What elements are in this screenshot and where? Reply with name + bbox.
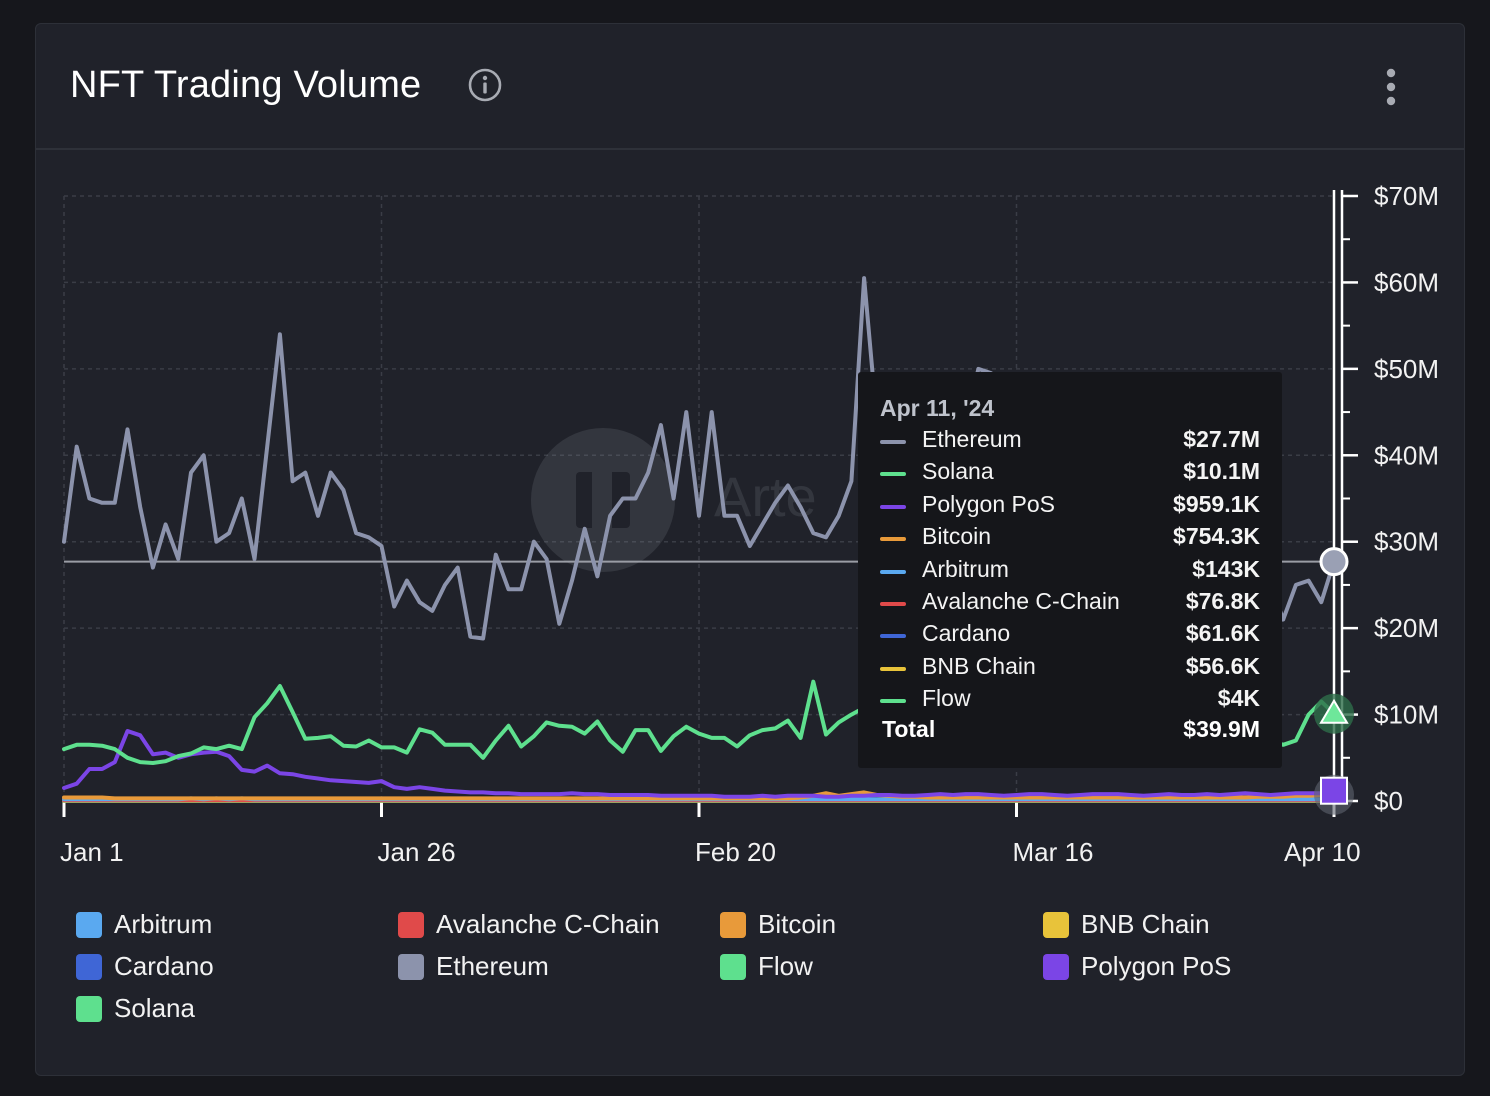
x-tick-label: Jan 26 [378, 837, 456, 867]
tooltip-series-swatch [880, 537, 906, 542]
legend-swatch [76, 953, 102, 980]
tooltip-total-value: $39.9M [1183, 716, 1260, 742]
tooltip-series-swatch [880, 504, 906, 509]
marker-solana [1319, 698, 1349, 724]
tooltip-series-name: Avalanche C-Chain [922, 588, 1120, 614]
x-tick-label: Feb 20 [695, 837, 776, 867]
tooltip-series-name: Solana [922, 458, 994, 485]
tooltip-series-swatch [880, 699, 906, 704]
legend-label: Flow [758, 951, 813, 981]
tooltip-row: Avalanche C-Chain $76.8K [880, 588, 1260, 618]
tooltip-row: Flow $4K [880, 685, 1260, 715]
tooltip-series-name: BNB Chain [922, 652, 1036, 679]
card-header: NFT Trading Volume [36, 24, 1464, 150]
tooltip-series-value: $61.6K [1185, 620, 1260, 647]
tooltip-series-name: Flow [922, 685, 971, 712]
legend-swatch [398, 911, 424, 938]
artemis-watermark-logo: Arte [531, 428, 817, 572]
legend-item-arbitrum[interactable]: Arbitrum [76, 909, 212, 940]
tooltip-series-name: Arbitrum [922, 555, 1009, 582]
tooltip-series-swatch [880, 666, 906, 671]
legend-swatch [720, 911, 746, 938]
tooltip-series-value: $959.1K [1173, 490, 1260, 517]
tooltip-series-value: $754.3K [1173, 523, 1260, 550]
x-tick-label: Apr 10 [1284, 837, 1361, 867]
tooltip-series-swatch [880, 634, 906, 639]
y-tick-label: $20M [1374, 613, 1439, 643]
legend-swatch [720, 953, 746, 980]
legend-item-bnb-chain[interactable]: BNB Chain [1043, 909, 1210, 940]
legend-label: Polygon PoS [1081, 951, 1232, 981]
tooltip-row: Bitcoin $754.3K [880, 523, 1260, 553]
legend-label: Ethereum [436, 951, 549, 981]
tooltip-series-name: Ethereum [922, 426, 1022, 452]
y-tick-label: $60M [1374, 267, 1439, 297]
legend-swatch [1043, 953, 1069, 980]
tooltip: Apr 11, '24 Ethereum $27.7M Solana $10.1M Po… [858, 372, 1282, 768]
tooltip-series-swatch [880, 440, 906, 444]
legend-item-bitcoin[interactable]: Bitcoin [720, 909, 836, 940]
tooltip-row: BNB Chain $56.6K [880, 653, 1260, 683]
legend-label: Bitcoin [758, 909, 837, 939]
tooltip-row: Polygon PoS $959.1K [880, 491, 1260, 521]
y-tick-label: $0 [1374, 786, 1403, 816]
tooltip-series-name: Polygon PoS [922, 490, 1055, 517]
legend-swatch [1043, 911, 1069, 938]
tooltip-row: Arbitrum $143K [880, 556, 1260, 586]
tooltip-series-value: $4K [1217, 685, 1260, 712]
legend-item-polygon-pos[interactable]: Polygon PoS [1043, 951, 1231, 982]
tooltip-total-label: Total [882, 716, 936, 742]
x-tick-label: Jan 1 [60, 837, 124, 867]
legend-item-flow[interactable]: Flow [720, 951, 813, 982]
legend-item-avalanche-c-chain[interactable]: Avalanche C-Chain [398, 909, 660, 940]
legend-label: Solana [114, 993, 195, 1023]
info-circle-icon[interactable] [468, 68, 502, 102]
series-line-polygon-pos [62, 729, 1336, 799]
tooltip-row: Ethereum $27.7M [880, 426, 1260, 456]
tooltip-series-value: $76.8K [1185, 588, 1260, 614]
tooltip-row: Cardano $61.6K [880, 620, 1260, 650]
tooltip-series-value: $27.7M [1183, 426, 1260, 452]
marker-ethereum [1319, 547, 1349, 577]
legend-label: Arbitrum [114, 909, 213, 939]
x-axis: Jan 1 Jan 26 Feb 20 Mar 16 Apr 10 [60, 799, 1361, 867]
series-line-bitcoin [62, 790, 1336, 801]
tooltip-series-swatch [880, 602, 906, 606]
tooltip-series-name: Bitcoin [922, 523, 992, 550]
legend-swatch [76, 995, 102, 1022]
tooltip-series-name: Cardano [922, 620, 1011, 647]
y-tick-label: $10M [1374, 700, 1439, 730]
tooltip-total: Total $39.9M [882, 716, 1260, 743]
tooltip-series-swatch [880, 569, 906, 574]
tooltip-date: Apr 11, '24 [880, 395, 995, 421]
legend-label: BNB Chain [1081, 909, 1210, 939]
line-chart[interactable]: Arte $70M $60M $50M $40M $30M $20M $10M $0 Jan … [36, 24, 1466, 894]
chart-card: NFT Trading Volume Arte $70M $60M $50M $40M… [35, 23, 1465, 1076]
legend-label: Cardano [114, 951, 214, 981]
tooltip-series-value: $143K [1192, 555, 1260, 582]
x-tick-label: Mar 16 [1013, 837, 1094, 867]
tooltip-series-value: $56.6K [1185, 652, 1260, 679]
legend-swatch [76, 911, 102, 938]
y-tick-label: $50M [1374, 354, 1439, 384]
legend-swatch [398, 953, 424, 980]
tooltip-series-value: $10.1M [1183, 458, 1260, 485]
chart-title: NFT Trading Volume [70, 64, 422, 106]
y-tick-label: $40M [1374, 440, 1439, 470]
y-tick-label: $70M [1374, 181, 1439, 211]
hover-markers [1314, 547, 1354, 815]
legend-item-ethereum[interactable]: Ethereum [398, 951, 549, 982]
legend-item-cardano[interactable]: Cardano [76, 951, 214, 982]
tooltip-row: Solana $10.1M [880, 458, 1260, 488]
marker-polygon-pos [1320, 776, 1348, 805]
legend-label: Avalanche C-Chain [436, 909, 660, 939]
more-vertical-icon[interactable] [1384, 68, 1398, 106]
legend-item-solana[interactable]: Solana [76, 993, 195, 1024]
tooltip-series-swatch [880, 472, 906, 477]
y-tick-label: $30M [1374, 527, 1439, 557]
